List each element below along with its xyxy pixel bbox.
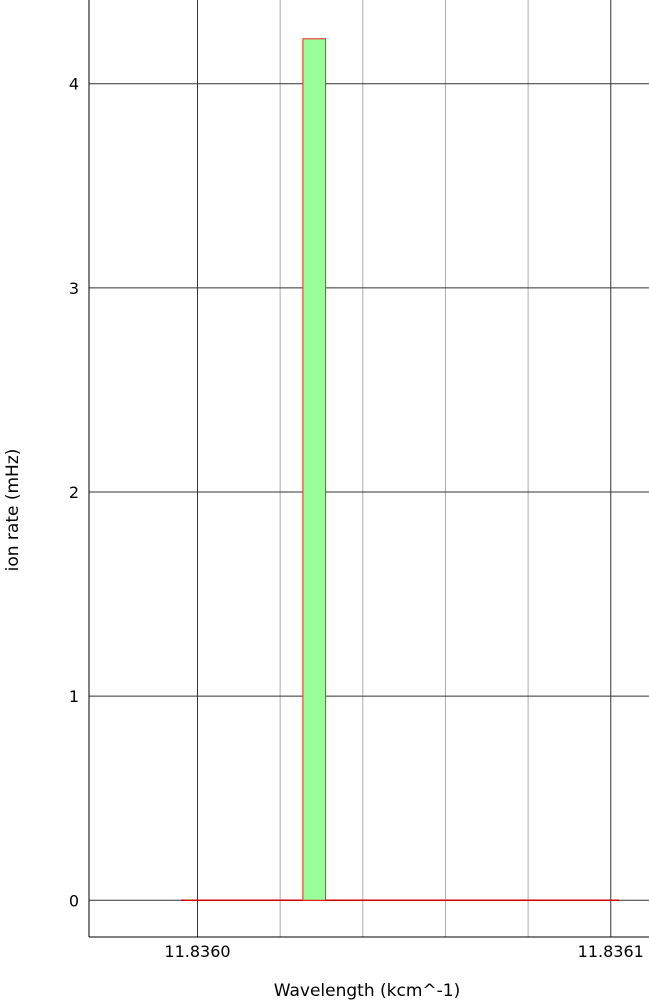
y-axis-title: ion rate (mHz) xyxy=(3,449,23,572)
tick-labels: 0 1 2 3 4 11.8360 11.8361 xyxy=(69,75,644,961)
grid xyxy=(89,0,649,937)
y-tick-label: 0 xyxy=(69,891,79,910)
y-tick-label: 1 xyxy=(69,687,79,706)
y-tick-label: 4 xyxy=(69,75,79,94)
x-axis-title: Wavelength (kcm^-1) xyxy=(274,981,460,1000)
bars xyxy=(180,38,620,902)
x-tick-label: 11.8360 xyxy=(164,942,230,961)
axes xyxy=(88,0,649,938)
y-tick-label: 3 xyxy=(69,279,79,298)
x-tick-label: 11.8361 xyxy=(578,942,644,961)
y-tick-label: 2 xyxy=(69,483,79,502)
histogram-bar xyxy=(302,38,327,901)
